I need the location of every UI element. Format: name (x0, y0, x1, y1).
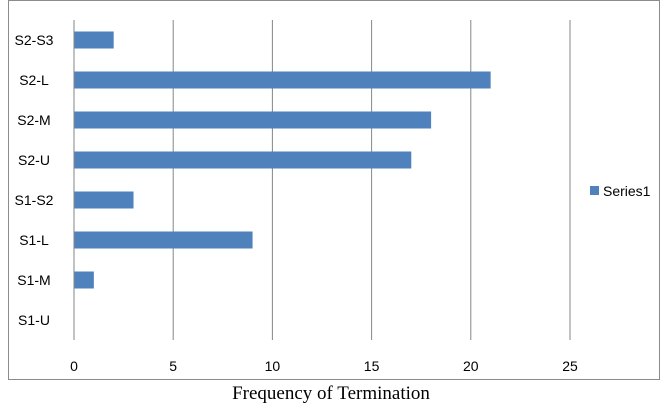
y-tick-label: S1-S2 (15, 192, 54, 208)
bar-chart: S1-U S1-M S1-L S1-S2 S2-U S2-M S2-L S2-S3 0 5 10 1… (15, 20, 651, 374)
legend-label-series1: Series1 (603, 183, 651, 199)
x-tick-label: 20 (463, 358, 479, 374)
x-tick-label: 0 (70, 358, 78, 374)
x-tick-label: 5 (169, 358, 177, 374)
bar-s2-m (74, 111, 432, 129)
y-tick-label: S1-L (19, 232, 49, 248)
x-tick-label: 25 (562, 358, 578, 374)
bar-s1-l (74, 231, 253, 249)
y-tick-label: S1-U (18, 312, 50, 328)
y-tick-label: S1-M (17, 272, 50, 288)
bar-s1-s2 (74, 191, 134, 209)
x-axis-label: Frequency of Termination (232, 383, 430, 404)
legend: Series1 (590, 183, 651, 199)
bar-s2-l (74, 71, 491, 89)
y-tick-label: S2-U (18, 152, 50, 168)
bar-s1-m (74, 271, 94, 289)
bar-s2-u (74, 151, 412, 169)
gridlines (172, 20, 571, 340)
y-tick-label: S2-M (17, 112, 50, 128)
x-tick-label: 15 (364, 358, 380, 374)
x-tick-label: 10 (265, 358, 281, 374)
bars (74, 31, 491, 289)
y-tick-label: S2-L (19, 72, 49, 88)
legend-swatch-series1 (590, 186, 599, 195)
bar-s2-s3 (74, 31, 114, 49)
x-tick-labels: 0 5 10 15 20 25 (70, 358, 578, 374)
y-tick-labels: S1-U S1-M S1-L S1-S2 S2-U S2-M S2-L S2-S3 (15, 32, 54, 328)
y-tick-label: S2-S3 (15, 32, 54, 48)
chart-frame (8, 0, 660, 380)
